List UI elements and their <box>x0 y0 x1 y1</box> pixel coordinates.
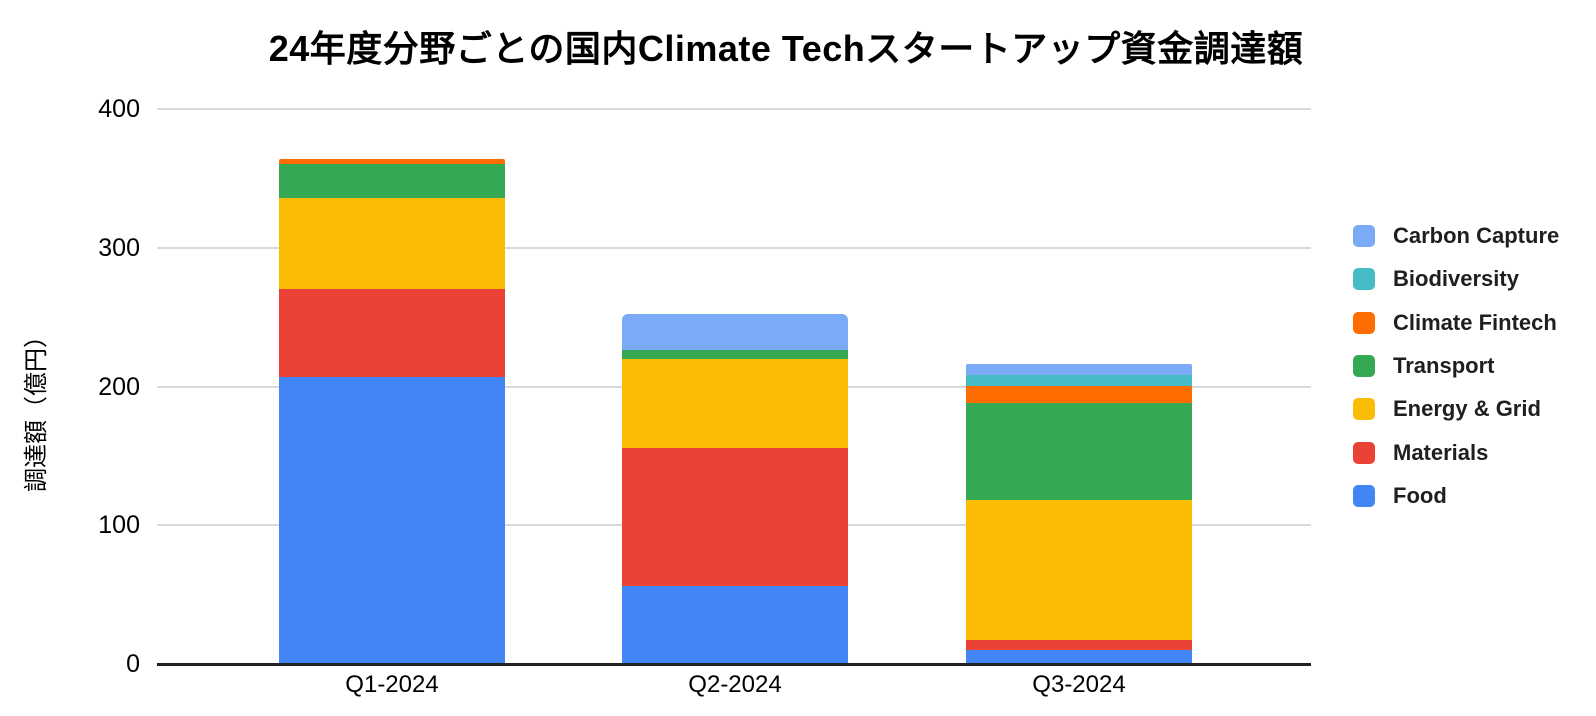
x-label-q1-2024: Q1-2024 <box>345 671 439 698</box>
y-tick-200: 200 <box>98 372 140 401</box>
legend-swatch-biodiversity <box>1353 268 1375 291</box>
chart-title: 24年度分野ごとの国内Climate Techスタートアップ資金調達額 <box>268 28 1304 69</box>
gridline-300 <box>157 246 1311 249</box>
x-label-q3-2024: Q3-2024 <box>1032 671 1126 698</box>
y-tick-0: 0 <box>126 650 140 678</box>
legend-swatch-carbon-capture <box>1353 225 1375 247</box>
bar-segment-q2-2024-food[interactable] <box>622 586 848 664</box>
bar-segment-q1-2024-food[interactable] <box>279 376 505 664</box>
bar-segment-q2-2024-energy-grid[interactable] <box>622 358 848 448</box>
bar-segment-q3-2024-energy-grid[interactable] <box>966 500 1192 641</box>
bar-segment-q2-2024-materials[interactable] <box>622 447 848 587</box>
legend-label-transport: Transport <box>1393 352 1495 378</box>
legend-label-biodiversity: Biodiversity <box>1393 266 1519 292</box>
y-tick-100: 100 <box>98 511 140 540</box>
bar-segment-q1-2024-transport[interactable] <box>279 164 505 198</box>
bar-segment-q2-2024-transport[interactable] <box>622 350 848 359</box>
bar-segment-q1-2024-materials[interactable] <box>279 289 505 377</box>
x-axis-line <box>157 663 1311 666</box>
legend-label-food: Food <box>1393 482 1447 508</box>
gridline-400 <box>157 108 1311 110</box>
legend-label-energy-grid: Energy & Grid <box>1393 396 1541 422</box>
bar-segment-q3-2024-food[interactable] <box>966 650 1192 664</box>
bar-segment-q3-2024-biodiversity[interactable] <box>966 375 1192 387</box>
bar-segment-q3-2024-materials[interactable] <box>966 640 1192 651</box>
y-tick-300: 300 <box>98 233 140 262</box>
bar-segment-q1-2024-climate-fintech[interactable] <box>279 158 505 165</box>
legend-swatch-climate-fintech <box>1353 311 1375 334</box>
bar-segment-q2-2024-carbon-capture[interactable] <box>622 314 848 351</box>
bar-q2-2024[interactable] <box>622 314 848 664</box>
legend-label-climate-fintech: Climate Fintech <box>1393 309 1557 335</box>
bar-q1-2024[interactable] <box>279 158 505 664</box>
legend-label-materials: Materials <box>1393 439 1489 465</box>
x-label-q2-2024: Q2-2024 <box>688 671 782 698</box>
legend-swatch-food <box>1353 484 1375 507</box>
bar-segment-q1-2024-energy-grid[interactable] <box>279 197 505 290</box>
bar-segment-q3-2024-carbon-capture[interactable] <box>966 364 1192 376</box>
bar-segment-q3-2024-climate-fintech[interactable] <box>966 386 1192 404</box>
legend-swatch-materials <box>1353 441 1375 464</box>
bar-q3-2024[interactable] <box>966 364 1192 664</box>
legend-swatch-energy-grid <box>1353 398 1375 421</box>
y-tick-400: 400 <box>98 95 140 123</box>
legend-label-carbon-capture: Carbon Capture <box>1393 223 1560 248</box>
bar-segment-q3-2024-transport[interactable] <box>966 403 1192 501</box>
legend-swatch-transport <box>1353 354 1375 377</box>
